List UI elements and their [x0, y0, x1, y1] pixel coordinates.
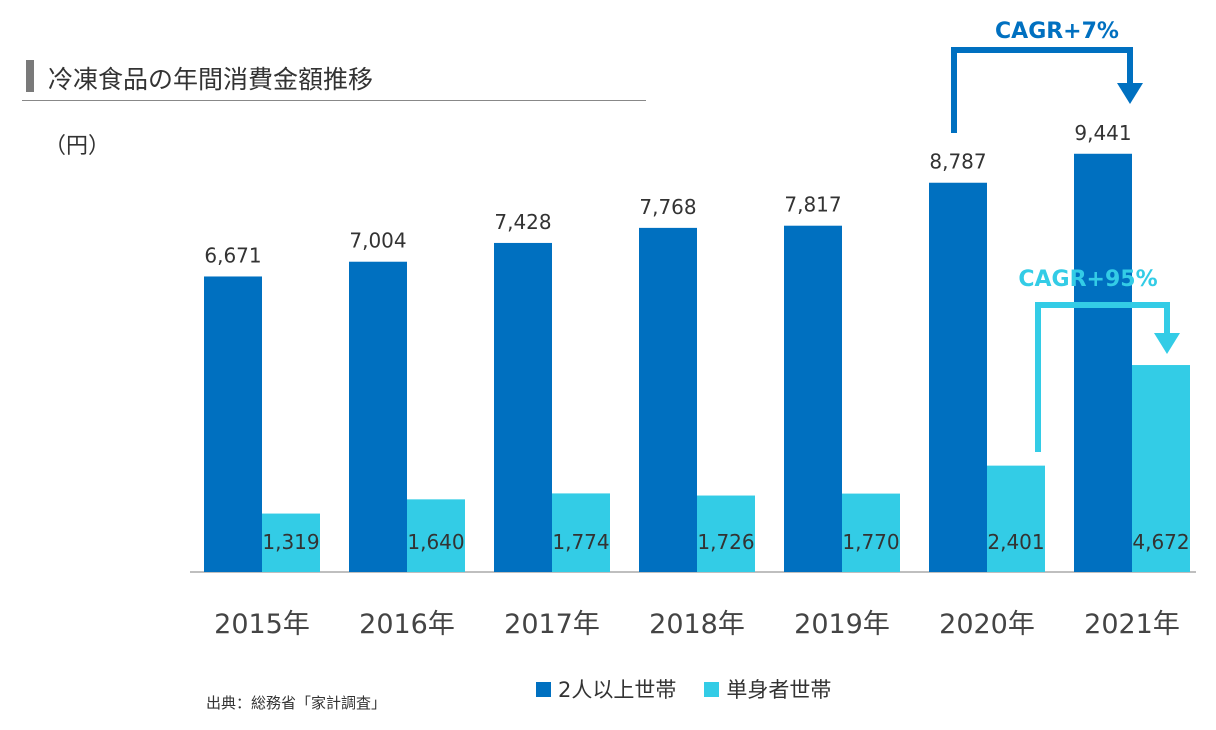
data-label-series-1-3: 7,768 — [639, 195, 696, 219]
data-label-series-1-0: 6,671 — [204, 243, 261, 267]
bar-series-1-1 — [349, 261, 407, 572]
cagr-label-series-1: CAGR+7% — [995, 19, 1119, 44]
legend: 2人以上世帯 単身者世帯 — [536, 674, 859, 704]
x-tick-label-5: 2020年 — [939, 609, 1035, 640]
chart-title: 冷凍食品の年間消費金額推移 — [48, 65, 374, 94]
x-tick-label-6: 2021年 — [1084, 609, 1180, 640]
bar-series-1-5 — [929, 182, 987, 572]
data-label-series-1-4: 7,817 — [784, 193, 841, 217]
legend-item-series-1: 2人以上世帯 — [536, 674, 676, 704]
bar-series-2-0 — [262, 513, 320, 572]
bar-series-2-3 — [697, 495, 755, 572]
title-block: 冷凍食品の年間消費金額推移 — [22, 52, 646, 101]
bar-series-1-0 — [204, 276, 262, 572]
bar-series-1-4 — [784, 225, 842, 572]
bar-series-2-1 — [407, 499, 465, 572]
cagr-bracket-series-2 — [1035, 302, 1170, 452]
title-accent-bar — [26, 60, 34, 92]
y-axis-unit: （円） — [44, 134, 111, 159]
bar-series-2-5 — [987, 465, 1045, 572]
cagr-arrowhead-series-2 — [1154, 333, 1180, 354]
bar-series-2-4 — [842, 493, 900, 572]
x-tick-label-4: 2019年 — [794, 609, 890, 640]
data-label-series-1-6: 9,441 — [1074, 121, 1131, 145]
x-tick-label-3: 2018年 — [649, 609, 745, 640]
x-tick-label-0: 2015年 — [214, 609, 310, 640]
data-label-series-2-4: 1,770 — [842, 530, 899, 554]
legend-label-series-1: 2人以上世帯 — [558, 678, 677, 702]
legend-swatch-series-1 — [536, 681, 551, 697]
data-label-series-2-2: 1,774 — [552, 530, 609, 554]
data-label-series-2-0: 1,319 — [262, 530, 319, 554]
data-label-series-1-1: 7,004 — [349, 229, 406, 253]
bar-series-1-6 — [1074, 153, 1132, 572]
data-label-series-2-6: 4,672 — [1132, 530, 1189, 554]
legend-label-series-2: 単身者世帯 — [726, 678, 832, 702]
legend-swatch-series-2 — [704, 681, 720, 697]
x-tick-label-1: 2016年 — [359, 609, 455, 640]
data-label-series-2-5: 2,401 — [987, 530, 1044, 554]
data-label-series-1-2: 7,428 — [494, 210, 551, 234]
data-label-series-2-1: 1,640 — [407, 530, 464, 554]
bar-series-1-2 — [494, 242, 552, 572]
cagr-arrowhead-series-1 — [1117, 83, 1143, 104]
data-label-series-1-5: 8,787 — [929, 150, 986, 174]
bar-series-2-6 — [1132, 365, 1190, 572]
bar-series-1-3 — [639, 227, 697, 572]
legend-item-series-2: 単身者世帯 — [704, 674, 831, 704]
cagr-label-series-2: CAGR+95% — [1018, 267, 1157, 292]
data-label-series-2-3: 1,726 — [697, 530, 754, 554]
bar-series-2-2 — [552, 493, 610, 572]
x-tick-label-2: 2017年 — [504, 609, 600, 640]
source-note: 出典：総務省「家計調査」 — [206, 694, 387, 712]
cagr-bracket-series-1 — [951, 47, 1133, 133]
